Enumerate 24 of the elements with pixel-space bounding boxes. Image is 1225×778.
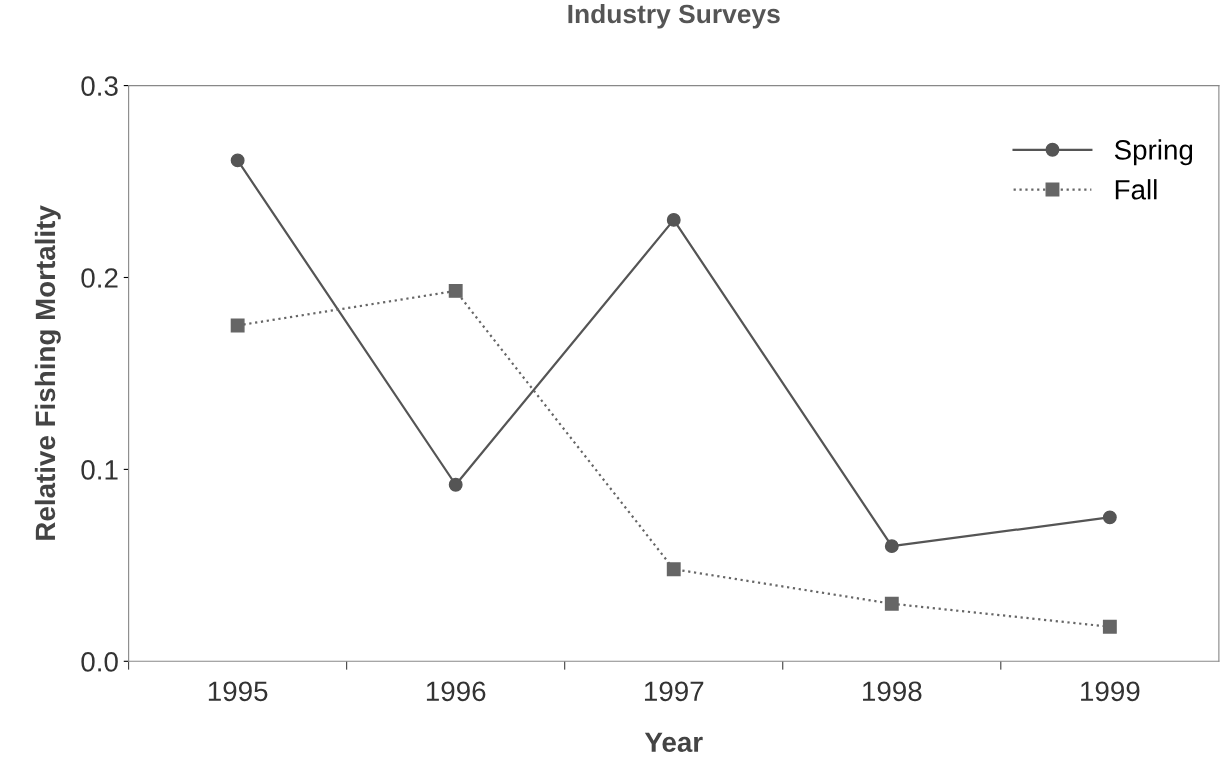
point	[448, 283, 463, 298]
y-tick-label: 0.3	[81, 76, 118, 96]
x-tick-label: 1997	[644, 681, 704, 702]
y-tick-label: 0.2	[81, 268, 118, 288]
chart-title: Industry Surveys	[568, 3, 780, 29]
point	[666, 562, 681, 577]
x-tick-label: 1996	[426, 681, 486, 702]
point	[666, 212, 681, 227]
legend-label: Spring	[1114, 139, 1193, 166]
point	[1102, 619, 1117, 634]
legend-label: Fall	[1115, 179, 1157, 200]
x-tick-label: 1995	[208, 681, 268, 702]
point	[230, 318, 245, 333]
x-tick-label: 1998	[863, 681, 922, 702]
point	[884, 596, 899, 611]
point	[230, 153, 245, 168]
x-tick-label: 1999	[1081, 681, 1140, 702]
x-axis-title: Year	[644, 732, 703, 753]
point	[1102, 510, 1117, 525]
y-tick-label: 0.1	[81, 460, 118, 480]
y-tick-label: 0.0	[81, 651, 118, 672]
point	[884, 539, 899, 554]
y-axis-title: Relative Fishing Mortality	[34, 205, 61, 540]
point	[448, 477, 463, 492]
